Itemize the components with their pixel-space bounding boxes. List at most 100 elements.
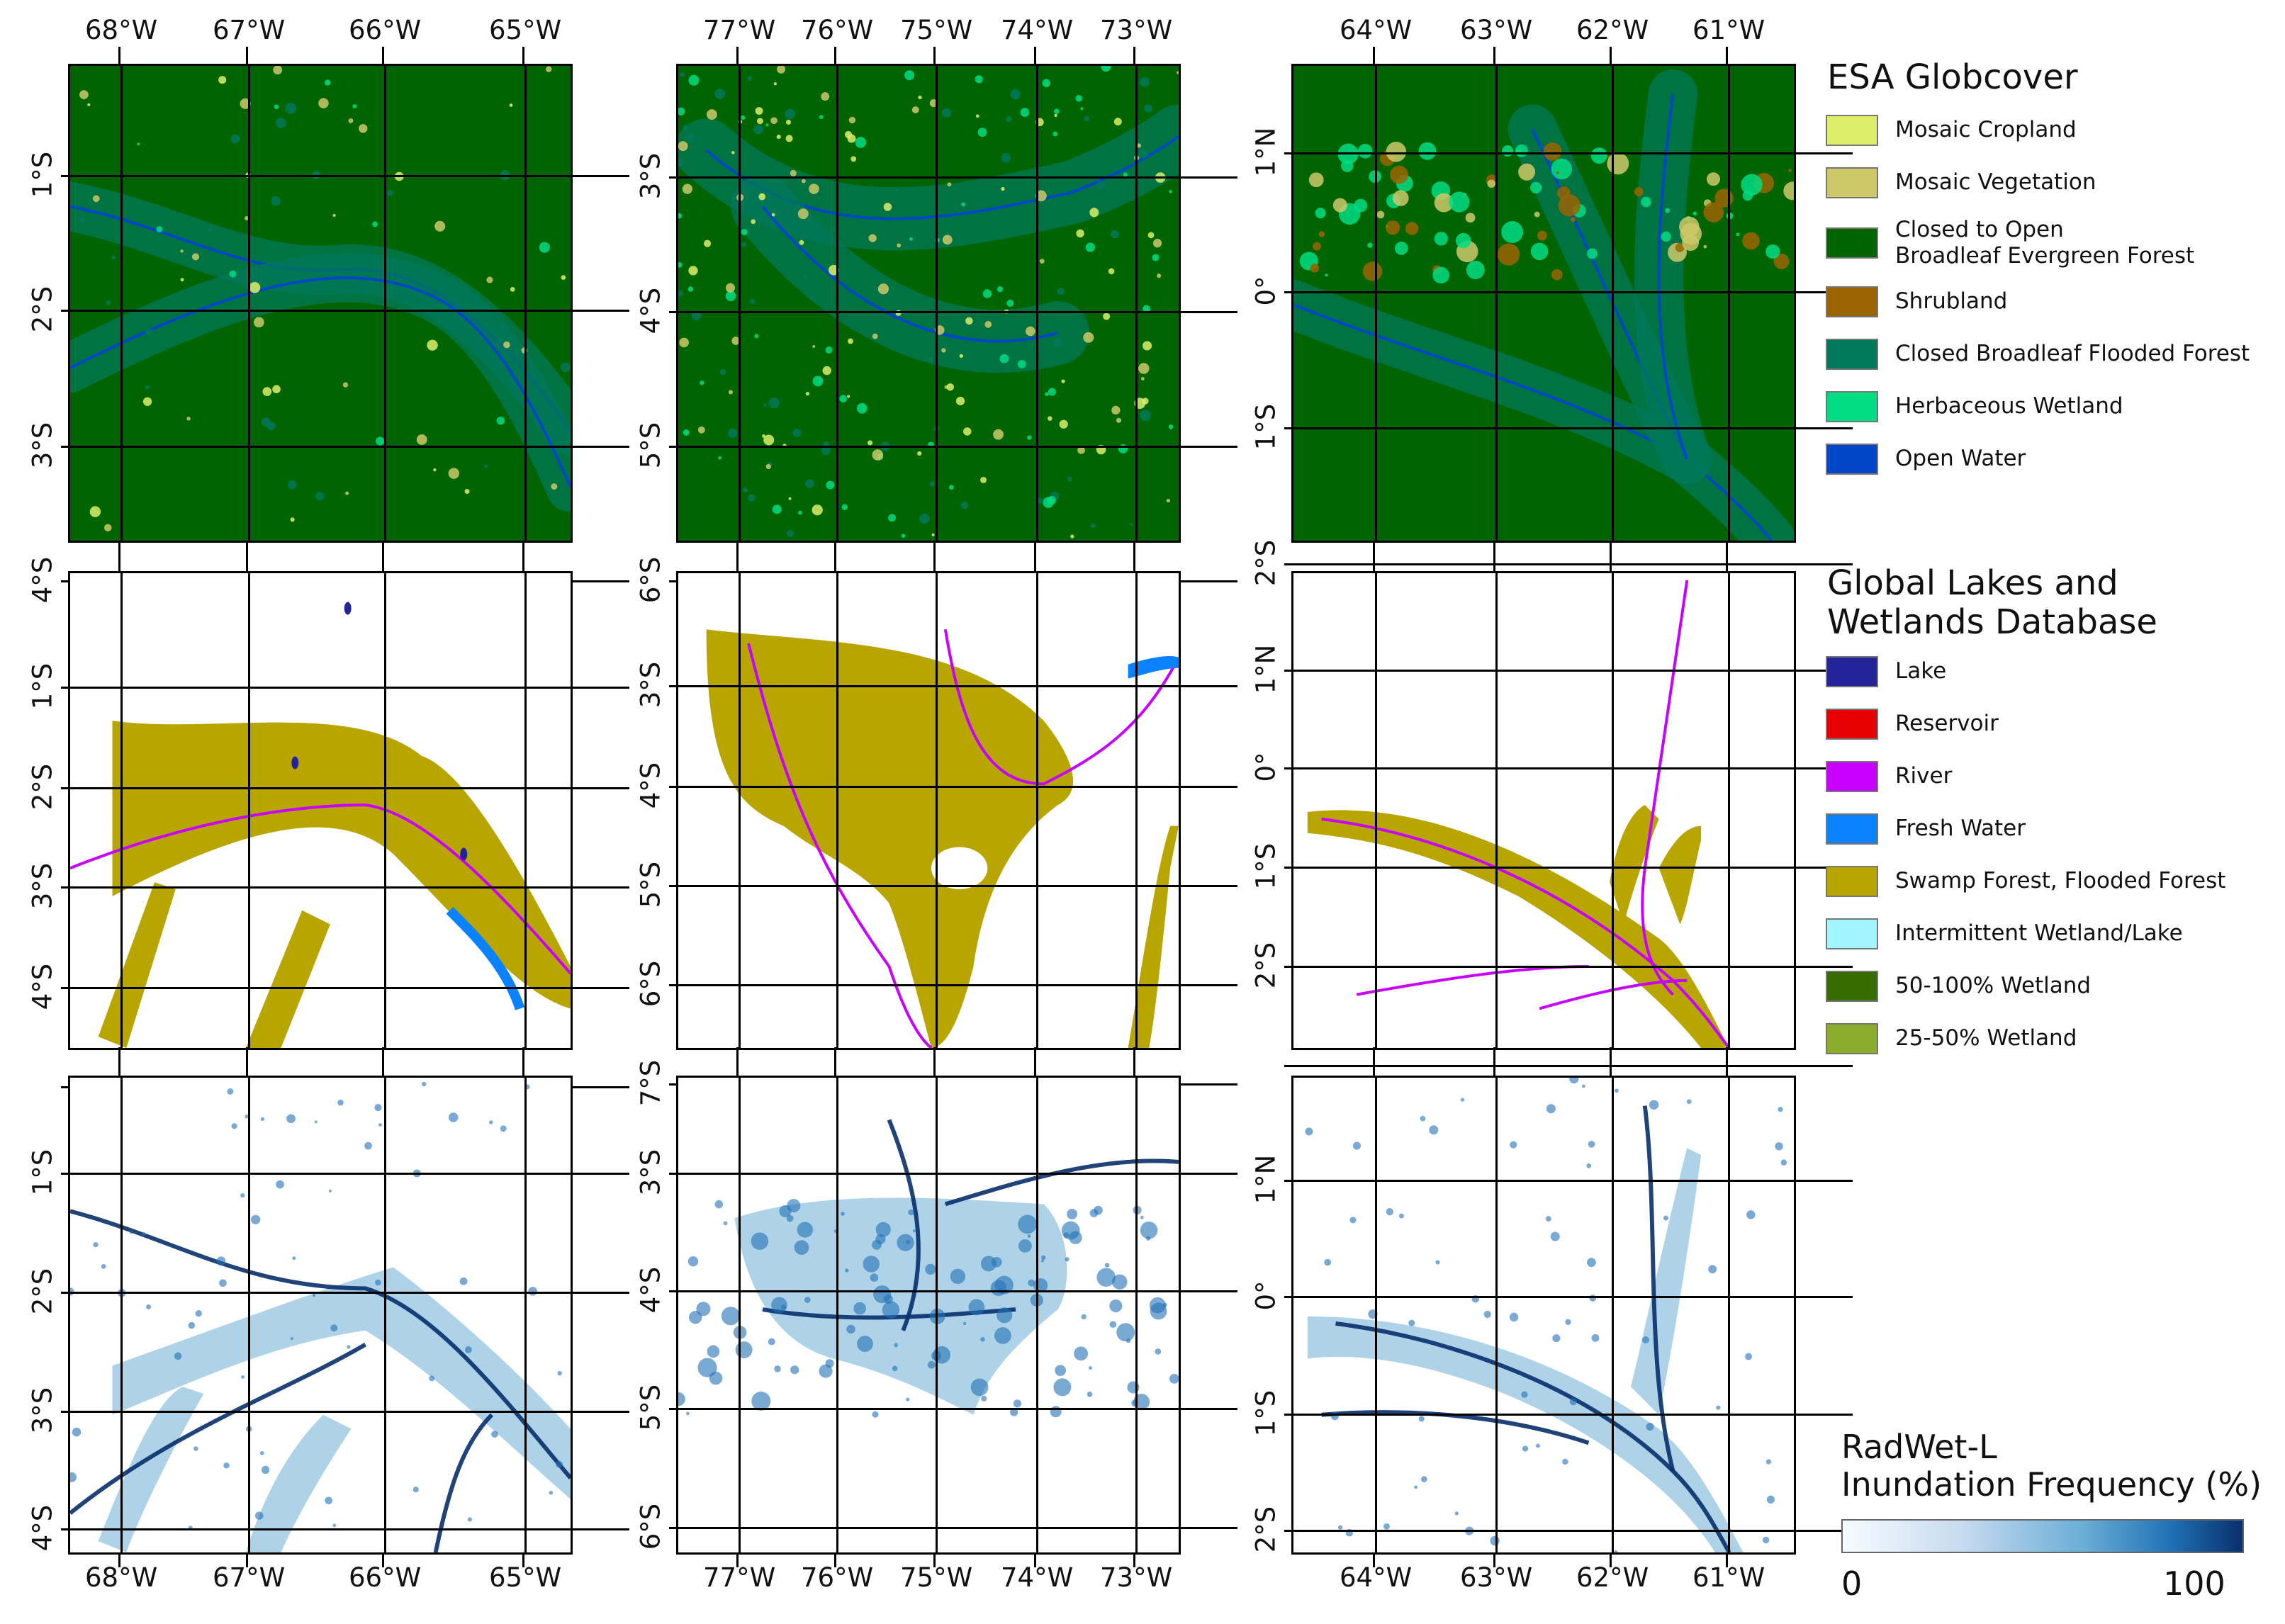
legend-item: Mosaic Vegetation	[1826, 167, 2096, 198]
legend-swatch	[1826, 866, 1878, 897]
land-cover-patch	[977, 128, 987, 137]
land-cover-patch	[1367, 242, 1373, 248]
lat-tick: 1°N	[1250, 1154, 1281, 1205]
grid-meridian	[1728, 573, 1730, 1048]
land-cover-patch	[1607, 152, 1629, 175]
land-cover-patch	[345, 491, 349, 495]
land-cover-patch	[1129, 523, 1133, 526]
inundation-patch	[1435, 1260, 1440, 1265]
land-cover-patch	[1570, 217, 1576, 222]
land-cover-patch	[1001, 186, 1005, 191]
land-cover-patch	[1534, 211, 1540, 218]
map-raster	[1293, 573, 1794, 1048]
inundation-patch	[872, 1411, 879, 1418]
inundation-patch	[962, 1321, 967, 1326]
land-cover-patch	[686, 133, 695, 142]
land-cover-patch	[1634, 187, 1644, 197]
grid-meridian-extension	[736, 1047, 739, 1076]
grid-meridian-extension	[1726, 47, 1728, 64]
land-cover-patch	[822, 366, 831, 376]
grid-parallel	[61, 1292, 629, 1294]
inundation-patch	[1349, 1217, 1357, 1224]
land-cover-patch	[754, 334, 759, 339]
lon-tick-top: 67°W	[213, 15, 286, 45]
grid-meridian-extension	[1373, 543, 1375, 571]
colorbar-title-line1: RadWet-L	[1841, 1428, 1997, 1466]
grid-meridian-extension	[933, 47, 936, 64]
grid-meridian-extension	[118, 1555, 120, 1567]
inundation-patch	[146, 1304, 152, 1309]
inundation-patch	[1510, 1141, 1517, 1149]
grid-meridian	[120, 66, 123, 541]
inundation-channel	[1642, 1105, 1675, 1472]
grid-parallel	[61, 446, 629, 448]
lon-tick-bottom: 76°W	[801, 1562, 874, 1593]
inundation-patch	[686, 1411, 690, 1416]
inundated-zone	[1630, 1148, 1702, 1415]
grid-meridian-extension	[834, 1047, 836, 1076]
land-cover-patch	[1558, 194, 1581, 217]
grid-meridian-extension	[246, 1047, 248, 1076]
inundation-patch	[412, 1487, 419, 1493]
grid-meridian	[1135, 1078, 1138, 1552]
swamp-forest-area	[98, 882, 176, 1048]
river-line	[747, 643, 933, 1048]
land-cover-patch	[697, 426, 705, 434]
inundation-patch	[1383, 1523, 1390, 1530]
land-cover-patch	[1142, 341, 1152, 351]
river-line	[1641, 580, 1689, 996]
land-cover-patch	[688, 266, 698, 276]
land-cover-patch	[1147, 232, 1155, 239]
land-cover-patch	[763, 434, 775, 446]
land-cover-patch	[1376, 210, 1385, 219]
land-cover-patch	[1455, 232, 1471, 249]
lat-tick: 1°S	[1250, 1389, 1281, 1437]
grid-meridian	[248, 573, 250, 1048]
legend-label: Intermittent Wetland/Lake	[1895, 920, 2183, 947]
inundation-patch	[794, 1240, 809, 1256]
grid-meridian-extension	[933, 1555, 936, 1567]
land-cover-patch	[1742, 232, 1760, 250]
inundation-patch	[1088, 1366, 1092, 1370]
land-cover-patch	[911, 106, 919, 113]
lat-tick: 3°S	[635, 152, 666, 200]
inundation-patch	[1641, 1336, 1650, 1344]
land-cover-patch	[387, 190, 393, 196]
lat-tick: 0°	[1250, 1280, 1281, 1311]
land-cover-patch	[805, 391, 810, 396]
lon-tick-top: 76°W	[801, 15, 874, 45]
inundation-patch	[786, 1214, 794, 1222]
inundation-patch	[1337, 1525, 1343, 1530]
inundation-patch	[219, 1279, 227, 1287]
land-cover-patch	[941, 108, 952, 118]
lon-tick-bottom: 62°W	[1576, 1562, 1649, 1593]
grid-meridian	[936, 573, 938, 1048]
inundation-patch	[1140, 1221, 1158, 1239]
land-cover-patch	[1736, 232, 1740, 237]
swamp-forest-area	[1128, 825, 1179, 1048]
grid-meridian-extension	[834, 1555, 836, 1567]
grid-meridian	[836, 66, 838, 541]
land-cover-patch	[1052, 131, 1058, 137]
land-cover-patch	[803, 275, 808, 280]
inundation-patch	[1775, 1142, 1783, 1151]
land-cover-patch	[1031, 344, 1035, 347]
inundation-patch	[464, 1346, 472, 1353]
lon-tick-top: 77°W	[703, 15, 776, 45]
glwd-legend-title-line2: Wetlands Database	[1827, 602, 2157, 643]
land-cover-patch	[433, 468, 437, 472]
land-cover-patch	[848, 116, 856, 124]
legend-swatch	[1826, 339, 1878, 370]
inundation-channel	[70, 1343, 366, 1515]
land-cover-patch	[1138, 363, 1150, 374]
legend-label-line: Swamp Forest, Flooded Forest	[1895, 868, 2226, 894]
land-cover-patch	[777, 66, 786, 74]
inundation-patch	[261, 1465, 270, 1474]
land-cover-patch	[984, 320, 992, 328]
inundation-patch	[448, 1112, 459, 1122]
land-cover-patch	[718, 456, 722, 460]
grid-meridian	[1612, 1078, 1614, 1552]
lat-tick: 2°S	[1250, 1506, 1281, 1553]
inundation-patch	[245, 1115, 249, 1119]
land-cover-patch	[1466, 261, 1485, 280]
